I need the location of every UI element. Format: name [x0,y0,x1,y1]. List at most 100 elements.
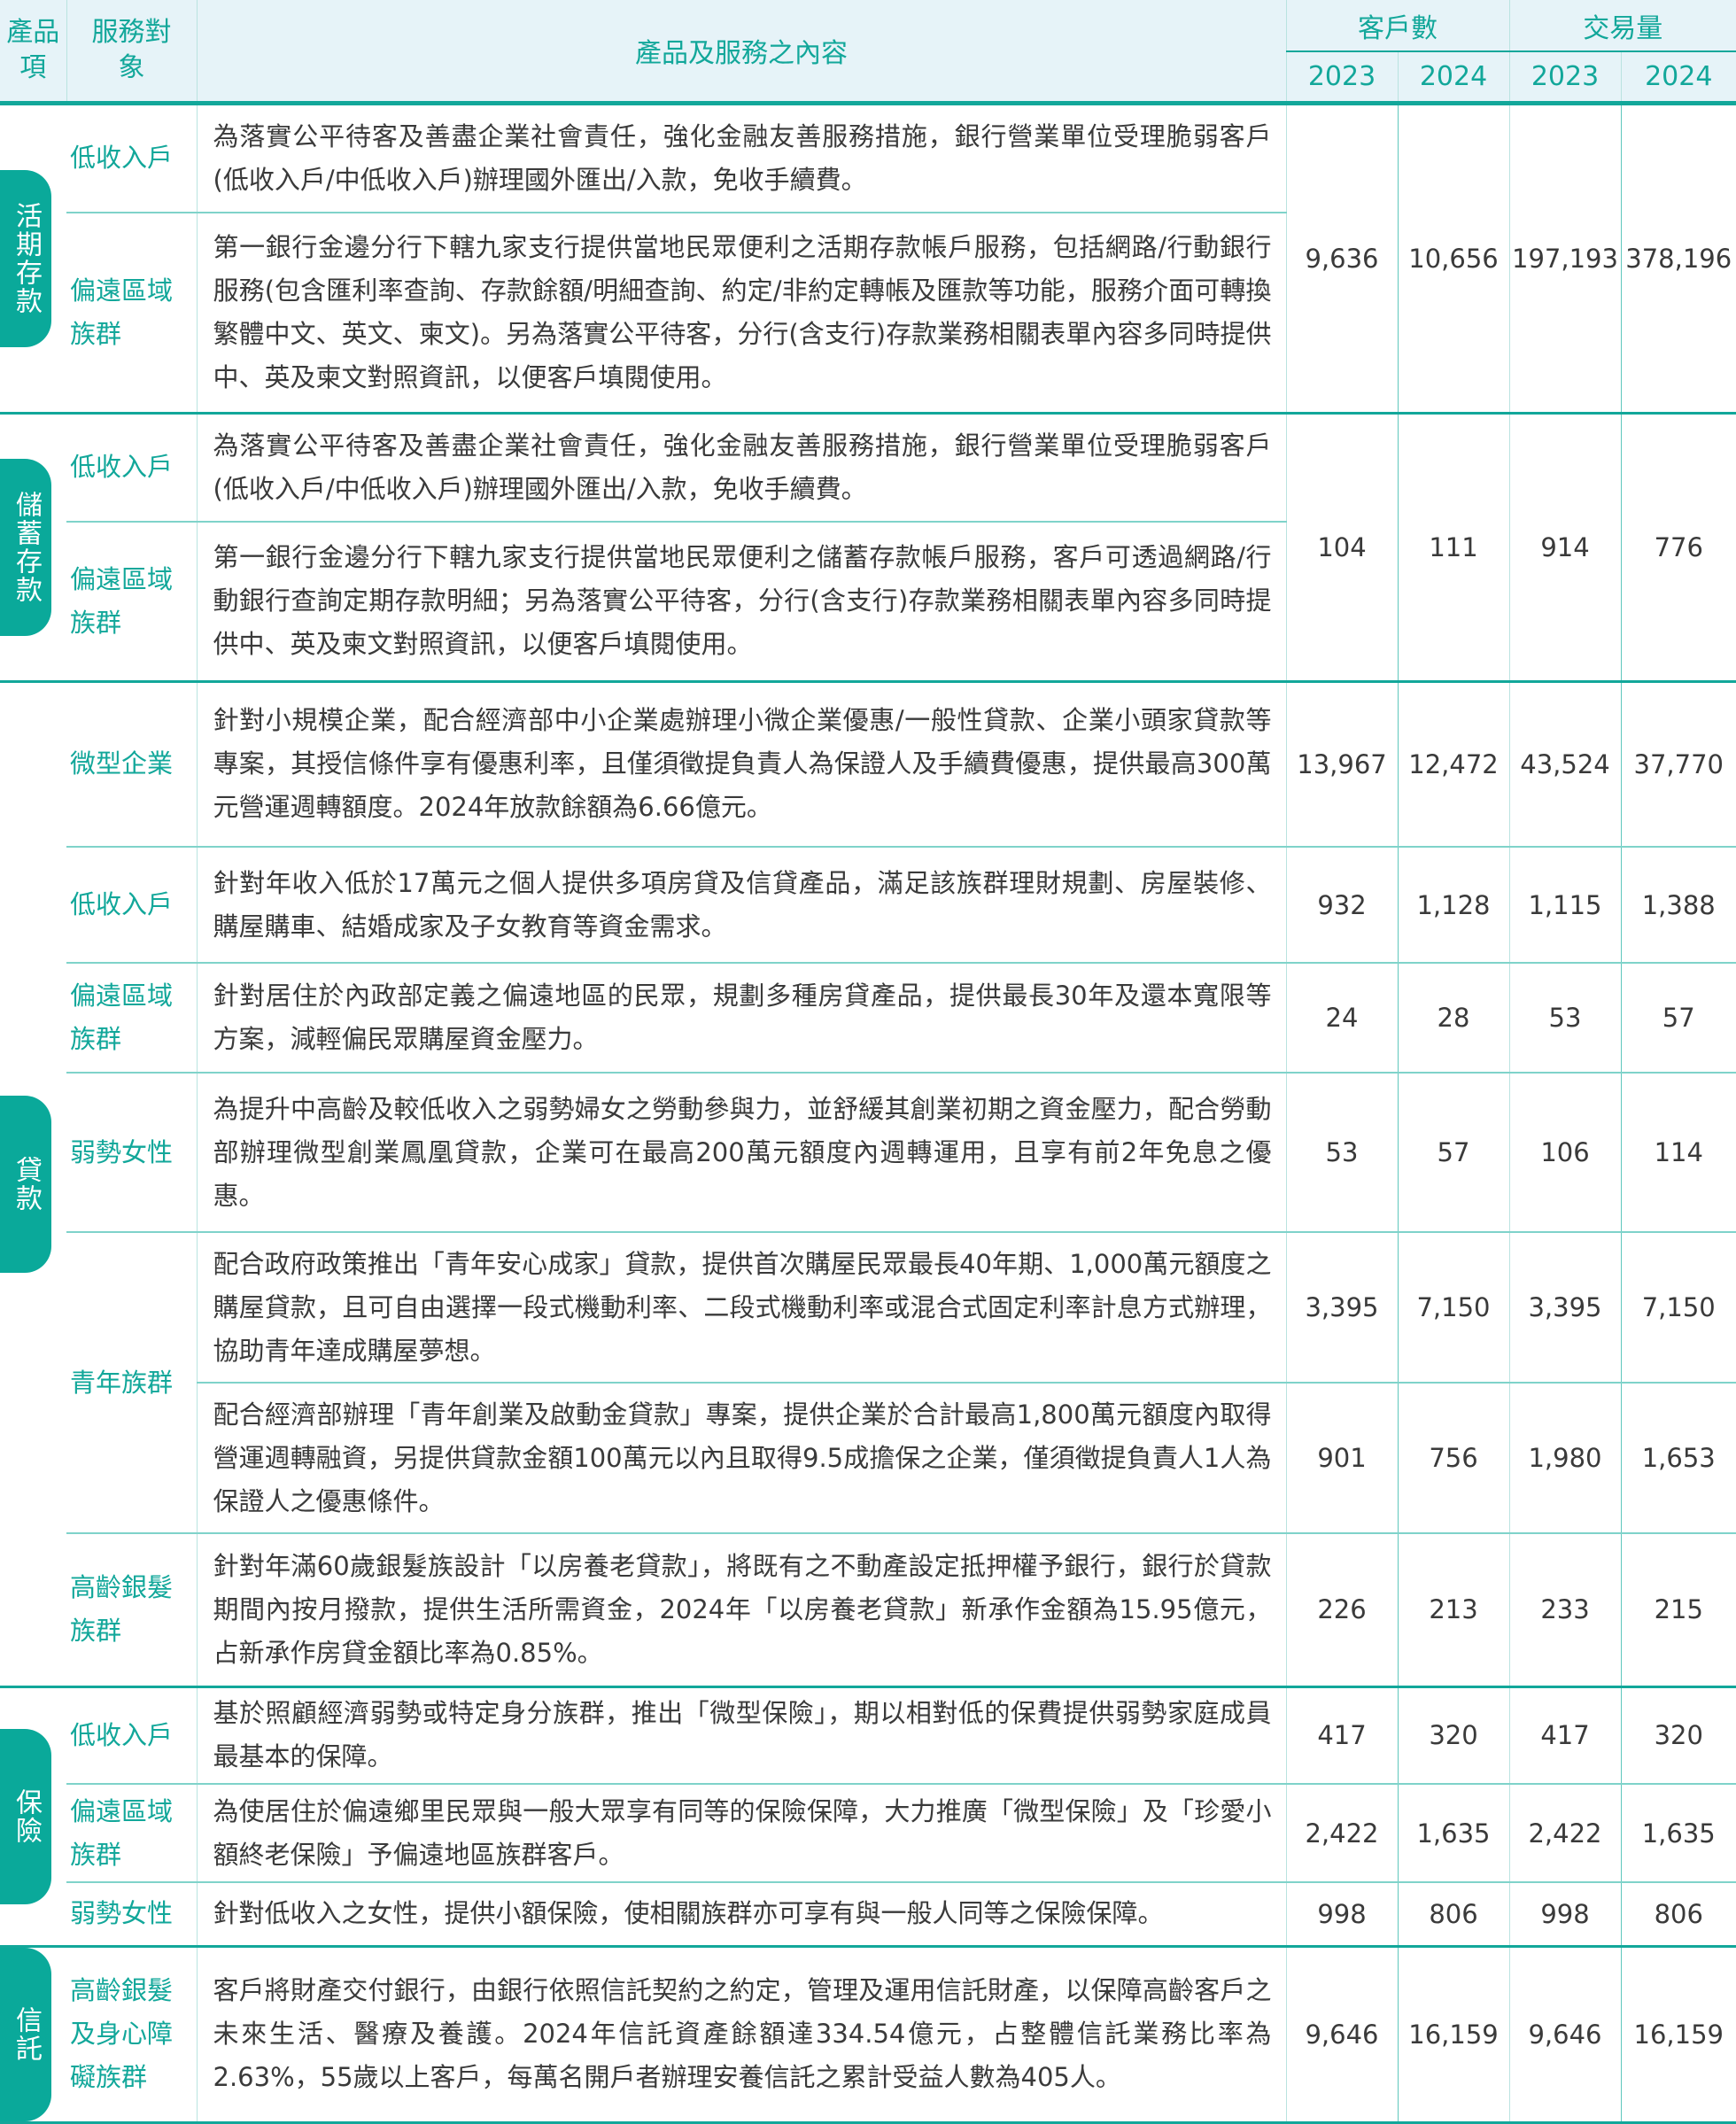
volume-2024: 1,635 [1620,1783,1736,1882]
service-target: 低收入戶 [66,411,197,522]
volume-2024: 114 [1620,1072,1736,1232]
volume-2024: 16,159 [1620,1944,1736,2124]
customers-2023: 932 [1285,846,1398,963]
customers-2023: 998 [1285,1881,1398,1946]
category-label: 信託 [11,2005,42,2063]
volume-2023: 2,422 [1508,1783,1621,1882]
volume-2024: 37,770 [1620,679,1736,847]
service-target: 高齡銀髮族群 [66,1532,197,1686]
category-badge: 保險 [0,1728,51,1904]
table-row: 偏遠區域族群 為使居住於偏遠鄉里民眾與一般大眾享有同等的保險保障，大力推廣「微型保… [0,1783,1736,1882]
customers-2024: 806 [1397,1881,1509,1946]
service-content: 針對低收入之女性，提供小額保險，使相關族群亦可享有與一般人同等之保險保障。 [196,1881,1286,1946]
service-content: 配合政府政策推出「青年安心成家」貸款，提供首次購屋民眾最長40年期、1,000萬… [196,1231,1286,1383]
customers-2023: 104 [1285,411,1398,681]
volume-2023: 43,524 [1508,679,1621,847]
category-cell: 貸款 [0,679,66,1686]
customers-2023: 24 [1285,962,1398,1073]
customers-2024: 16,159 [1397,1944,1509,2124]
customers-2023: 13,967 [1285,679,1398,847]
service-target: 弱勢女性 [66,1881,197,1946]
service-target: 低收入戶 [66,101,197,213]
service-content: 針對居住於內政部定義之偏遠地區的民眾，規劃多種房貸產品，提供最長30年及還本寬限… [196,962,1286,1073]
service-target: 低收入戶 [66,1685,197,1784]
header-content: 產品及服務之內容 [196,0,1286,105]
volume-2023: 1,115 [1508,846,1621,963]
service-content: 基於照顧經濟弱勢或特定身分族群，推出「微型保險」，期以相對低的保費提供弱勢家庭成… [196,1685,1286,1784]
table-row: 偏遠區域族群 第一銀行金邊分行下轄九家支行提供當地民眾便利之儲蓄存款帳戶服務，客戶… [0,521,1736,681]
service-target: 高齡銀髮及身心障礙族群 [66,1944,197,2124]
customers-2023: 417 [1285,1685,1398,1784]
category-label: 貸款 [11,1155,42,1213]
service-target: 偏遠區域族群 [66,521,197,681]
service-content: 第一銀行金邊分行下轄九家支行提供當地民眾便利之儲蓄存款帳戶服務，客戶可透過網路/… [196,521,1286,681]
header-year: 2023 [1285,50,1398,105]
table-row: 貸款 微型企業 針對小規模企業，配合經濟部中小企業處辦理小微企業優惠/一般性貸款、企… [0,679,1736,1686]
category-badge: 活期存款 [0,169,51,347]
volume-2023: 53 [1508,962,1621,1073]
volume-2024: 806 [1620,1881,1736,1946]
customers-2024: 10,656 [1397,101,1509,413]
customers-2024: 213 [1397,1532,1509,1686]
customers-2023: 53 [1285,1072,1398,1232]
table-row: 弱勢女性 針對低收入之女性，提供小額保險，使相關族群亦可享有與一般人同等之保險保障… [0,1881,1736,1946]
service-target: 偏遠區域族群 [66,1783,197,1882]
service-content: 為落實公平待客及善盡企業社會責任，強化金融友善服務措施，銀行營業單位受理脆弱客戶… [196,101,1286,213]
volume-2023: 106 [1508,1072,1621,1232]
customers-2024: 111 [1397,411,1509,681]
header-year: 2024 [1620,50,1736,105]
service-target: 偏遠區域族群 [66,212,197,413]
table-row: 信託 高齡銀髮及身心障礙族群 客戶將財產交付銀行，由銀行依照信託契約之約定，管理及運… [0,1944,1736,2124]
category-cell: 保險 [0,1685,66,1946]
volume-2024: 1,388 [1620,846,1736,963]
table-row: 偏遠區域族群 第一銀行金邊分行下轄九家支行提供當地民眾便利之活期存款帳戶服務，包括… [0,212,1736,413]
customers-2023: 2,422 [1285,1783,1398,1882]
header-customers: 客戶數 [1285,0,1509,51]
category-label: 儲蓄存款 [11,490,42,604]
category-cell: 儲蓄存款 [0,411,66,681]
volume-2023: 1,980 [1508,1382,1621,1533]
service-content: 針對年滿60歲銀髮族設計「以房養老貸款」，將既有之不動產設定抵押權予銀行，銀行於… [196,1532,1286,1686]
customers-2024: 12,472 [1397,679,1509,847]
service-target: 青年族群 [66,1231,197,1533]
service-target: 微型企業 [66,679,197,847]
service-content: 第一銀行金邊分行下轄九家支行提供當地民眾便利之活期存款帳戶服務，包括網路/行動銀… [196,212,1286,413]
category-label: 活期存款 [11,201,42,315]
table-row: 保險 低收入戶 基於照顧經濟弱勢或特定身分族群，推出「微型保險」，期以相對低的保費提… [0,1685,1736,1946]
customers-2024: 1,635 [1397,1783,1509,1882]
customers-2023: 3,395 [1285,1231,1398,1383]
volume-2023: 417 [1508,1685,1621,1784]
service-content: 客戶將財產交付銀行，由銀行依照信託契約之約定，管理及運用信託財產，以保障高齡客戶… [196,1944,1286,2124]
header-volume: 交易量 [1508,0,1736,51]
service-target: 低收入戶 [66,846,197,963]
customers-2023: 901 [1285,1382,1398,1533]
table-body: 活期存款 低收入戶 為落實公平待客及善盡企業社會責任，強化金融友善服務措施，銀行營業… [0,101,1736,2124]
volume-2023: 998 [1508,1881,1621,1946]
volume-2024: 776 [1620,411,1736,681]
table-row: 活期存款 低收入戶 為落實公平待客及善盡企業社會責任，強化金融友善服務措施，銀行營業… [0,101,1736,413]
customers-2024: 28 [1397,962,1509,1073]
customers-2023: 226 [1285,1532,1398,1686]
table-row: 弱勢女性 為提升中高齡及較低收入之弱勢婦女之勞動參與力，並舒緩其創業初期之資金壓力… [0,1072,1736,1232]
volume-2024: 320 [1620,1685,1736,1784]
customers-2024: 320 [1397,1685,1509,1784]
volume-2024: 1,653 [1620,1382,1736,1533]
service-content: 針對小規模企業，配合經濟部中小企業處辦理小微企業優惠/一般性貸款、企業小頭家貸款… [196,679,1286,847]
service-content: 為落實公平待客及善盡企業社會責任，強化金融友善服務措施，銀行營業單位受理脆弱客戶… [196,411,1286,522]
category-badge: 貸款 [0,1095,51,1273]
volume-2023: 197,193 [1508,101,1621,413]
table-row: 配合經濟部辦理「青年創業及啟動金貸款」專案，提供企業於合計最高1,800萬元額度… [0,1382,1736,1533]
service-content: 為使居住於偏遠鄉里民眾與一般大眾享有同等的保險保障，大力推廣「微型保險」及「珍愛… [196,1783,1286,1882]
category-label: 保險 [11,1787,42,1845]
volume-2024: 57 [1620,962,1736,1073]
customers-2024: 7,150 [1397,1231,1509,1383]
customers-2023: 9,636 [1285,101,1398,413]
table-row: 低收入戶 針對年收入低於17萬元之個人提供多項房貸及信貸產品，滿足該族群理財規劃、… [0,846,1736,963]
service-target: 弱勢女性 [66,1072,197,1232]
header-category: 產品項 [0,0,66,105]
customers-2024: 1,128 [1397,846,1509,963]
category-badge: 信託 [0,1947,51,2121]
service-content: 配合經濟部辦理「青年創業及啟動金貸款」專案，提供企業於合計最高1,800萬元額度… [196,1382,1286,1533]
customers-2023: 9,646 [1285,1944,1398,2124]
